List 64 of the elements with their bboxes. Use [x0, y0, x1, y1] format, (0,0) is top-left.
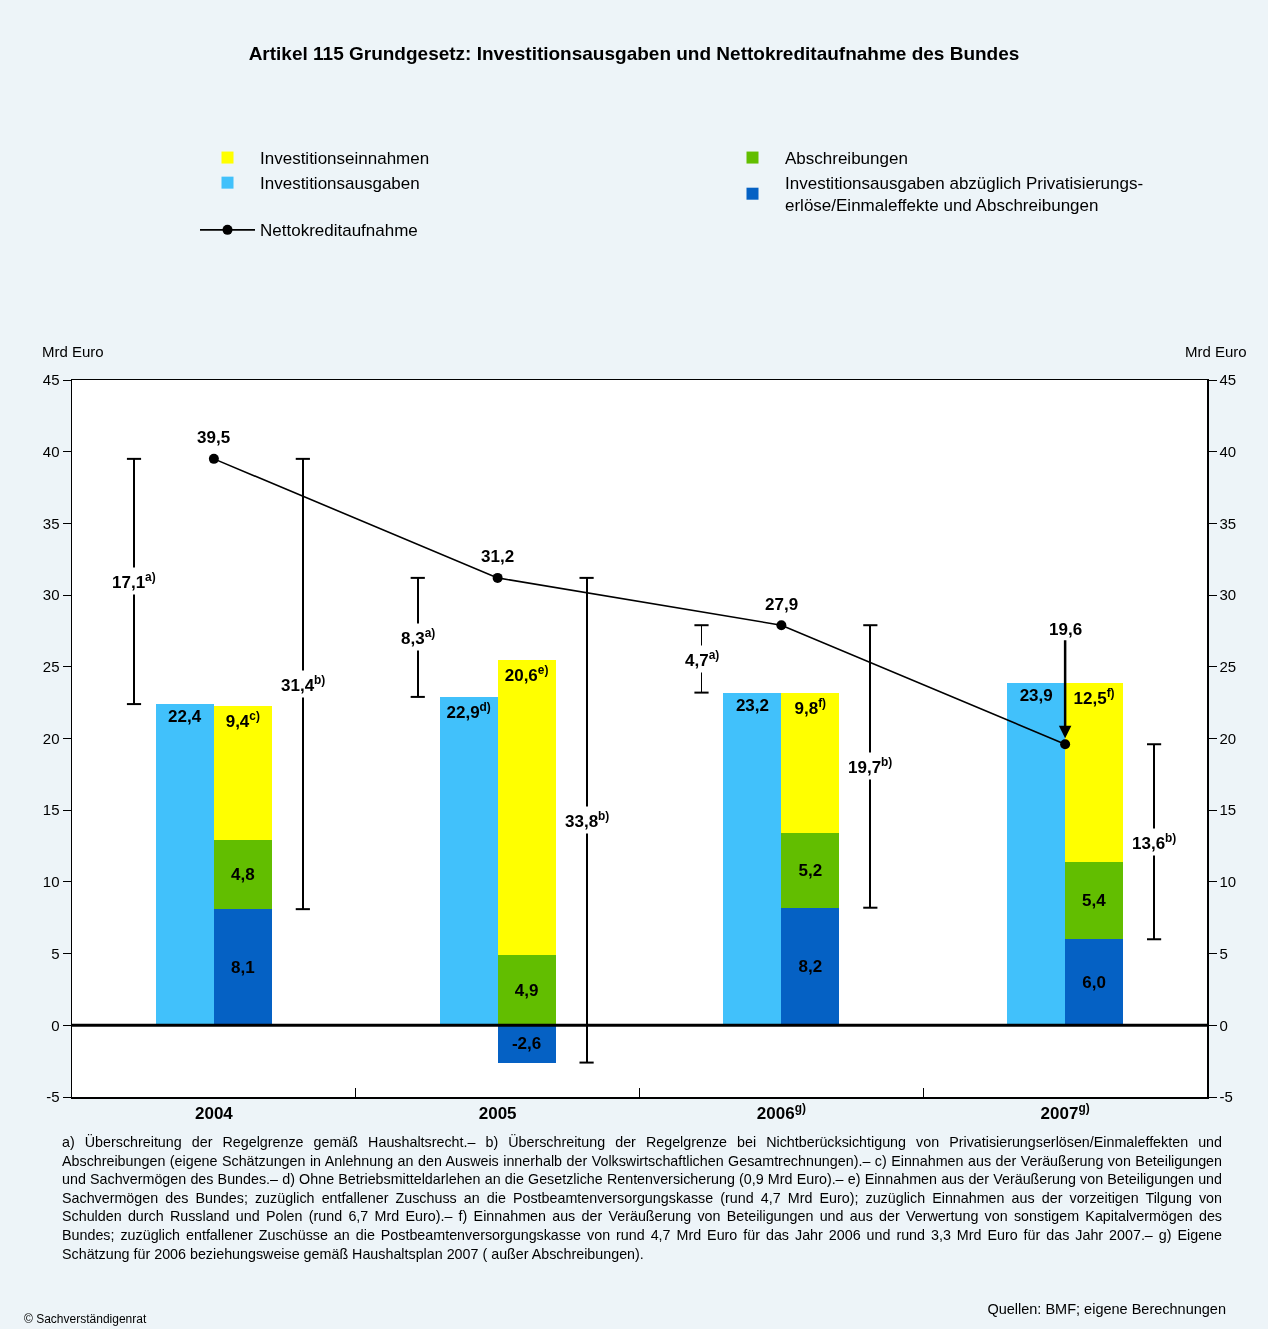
y-tick-label: 5	[51, 944, 60, 962]
text: a) Überschreitung der Regelgrenze gemäß Haushaltsrecht.– b) Überschreitung der Regelgrenze bei Nichtberücksichtigung von Privatisierungserlösen/Einmaleffekten und Abschreibungen (eigene Schätzungen in Anlehnung an den Ausweis innerhalb der Volkswirtschaftlichen Gesamtrechnungen).– c) Einnahmen aus der Veräußerung von Beteiligungen und Sachvermögen des Bundes.– d) Ohne Betriebsmitteldarlehen an die Gesetzliche Rentenversicherung (0,9 Mrd Euro).– e) Einnahmen aus der Veräußerung von Beteiligungen und Sachvermögen des Bundes; zuzüglich entfallener Zuschuss an die Postbeamtenversorgungskasse (rund 4,7 Mrd Euro); zuzüglich Einnahmen aus der vorzeitigen Tilgung von Schulden durch Russland und Polen (rund 6,7 Mrd Euro).– f) Einnahmen aus der Veräußerung von Beteiligungen und aus der Verwertung von sonstigem Kapitalvermögen des Bundes; zuzüglich entfallener Zuschüsse an die Postbeamtenversorgungskasse von rund 4,7 Mrd Euro für das Jahr 2006 und rund 3,3 Mrd Euro für das Jahr 2007.– g) Eigene Schätzung für 2006 beziehungsweise gemäß Haushaltsplan 2007 ( außer Abschreibungen).	[62, 1133, 1222, 1264]
data-label: 17,1$^{a)}$	[112, 570, 156, 593]
data-label: 6,0	[1082, 972, 1106, 992]
data-label: 5,4	[1081, 891, 1107, 911]
data-label: 20,6$^{e)}$	[504, 662, 549, 685]
y-tick-label: 25	[42, 658, 60, 676]
data-label: 19,7$^{b)}$	[848, 755, 893, 778]
data-label: 4,7$^{a)}$	[685, 648, 720, 671]
legend-label: Investitionsausgaben abzüglich Privatisierungs- erlöse/Einmaleffekte und Abschreibungen	[785, 174, 1144, 216]
data-label: 19,6	[1049, 620, 1083, 639]
x-tick-label: 2004	[194, 1103, 234, 1123]
data-label: 31,2	[481, 547, 515, 566]
data-label: 4,9	[514, 980, 539, 1000]
y2-tick-label: 35	[1219, 514, 1237, 532]
data-label: 8,2	[798, 957, 823, 977]
data-label: 12,5$^{f)}$	[1073, 685, 1115, 708]
y2-axis-title: Mrd Euro	[1185, 343, 1247, 360]
data-label: 23,2	[735, 695, 769, 715]
data-label: 33,8$^{b)}$	[565, 809, 610, 832]
y-tick-label: 0	[51, 1016, 60, 1034]
y-tick-label: 30	[42, 586, 60, 604]
y2-tick-label: 30	[1219, 586, 1237, 604]
y2-tick-label: 25	[1219, 658, 1237, 676]
legend-label: Investitionseinnahmen	[260, 149, 430, 169]
data-label: 9,4$^{c)}$	[225, 708, 260, 731]
legend-label: Abschreibungen	[785, 149, 908, 169]
y2-tick-label: 40	[1219, 442, 1237, 460]
y2-tick-label: -5	[1219, 1088, 1233, 1106]
data-label: 4,8	[231, 865, 255, 885]
data-label: -2,6	[511, 1034, 542, 1054]
y-tick-label: -5	[46, 1088, 60, 1106]
data-label: 23,9	[1019, 685, 1053, 705]
y-tick-label: 20	[42, 729, 60, 747]
data-label: 8,3$^{a)}$	[401, 626, 436, 649]
data-label: 39,5	[197, 428, 231, 447]
y-tick-label: 45	[42, 371, 60, 389]
y-tick-label: 15	[42, 801, 60, 819]
y2-tick-label: 10	[1219, 873, 1237, 891]
legend-label: Investitionsausgaben	[260, 174, 420, 194]
y2-tick-label: 15	[1219, 801, 1237, 819]
y-axis-title: Mrd Euro	[42, 343, 104, 360]
data-label: 27,9	[765, 595, 799, 614]
data-label: 13,6$^{b)}$	[1132, 831, 1177, 854]
y2-tick-label: 5	[1219, 944, 1228, 962]
data-label: 31,4$^{b)}$	[281, 673, 326, 696]
text: © Sachverständigenrat	[24, 1312, 147, 1326]
data-label: 9,8$^{f)}$	[794, 695, 827, 718]
y-tick-label: 40	[42, 442, 60, 460]
x-tick-label: 2007$^{g)}$	[1040, 1100, 1090, 1123]
y-tick-label: 35	[42, 514, 60, 532]
source-note: Quellen: BMF; eigene Berechnungen	[987, 1301, 1226, 1317]
data-label: 22,4	[168, 707, 202, 727]
data-label: 8,1	[231, 957, 255, 977]
y2-tick-label: 45	[1219, 371, 1237, 389]
data-label: 22,9$^{d)}$	[446, 699, 491, 723]
y2-tick-label: 20	[1219, 729, 1237, 747]
x-tick-label: 2005	[478, 1103, 517, 1123]
legend-label: Nettokreditaufnahme	[260, 221, 418, 241]
y2-tick-label: 0	[1219, 1016, 1228, 1034]
data-label: 5,2	[798, 860, 823, 880]
y-tick-label: 10	[42, 873, 60, 891]
chart-title: Artikel 115 Grundgesetz: Investitionsausgaben und Nettokreditaufnahme des Bundes	[248, 42, 1020, 64]
x-tick-label: 2006$^{g)}$	[756, 1100, 806, 1123]
